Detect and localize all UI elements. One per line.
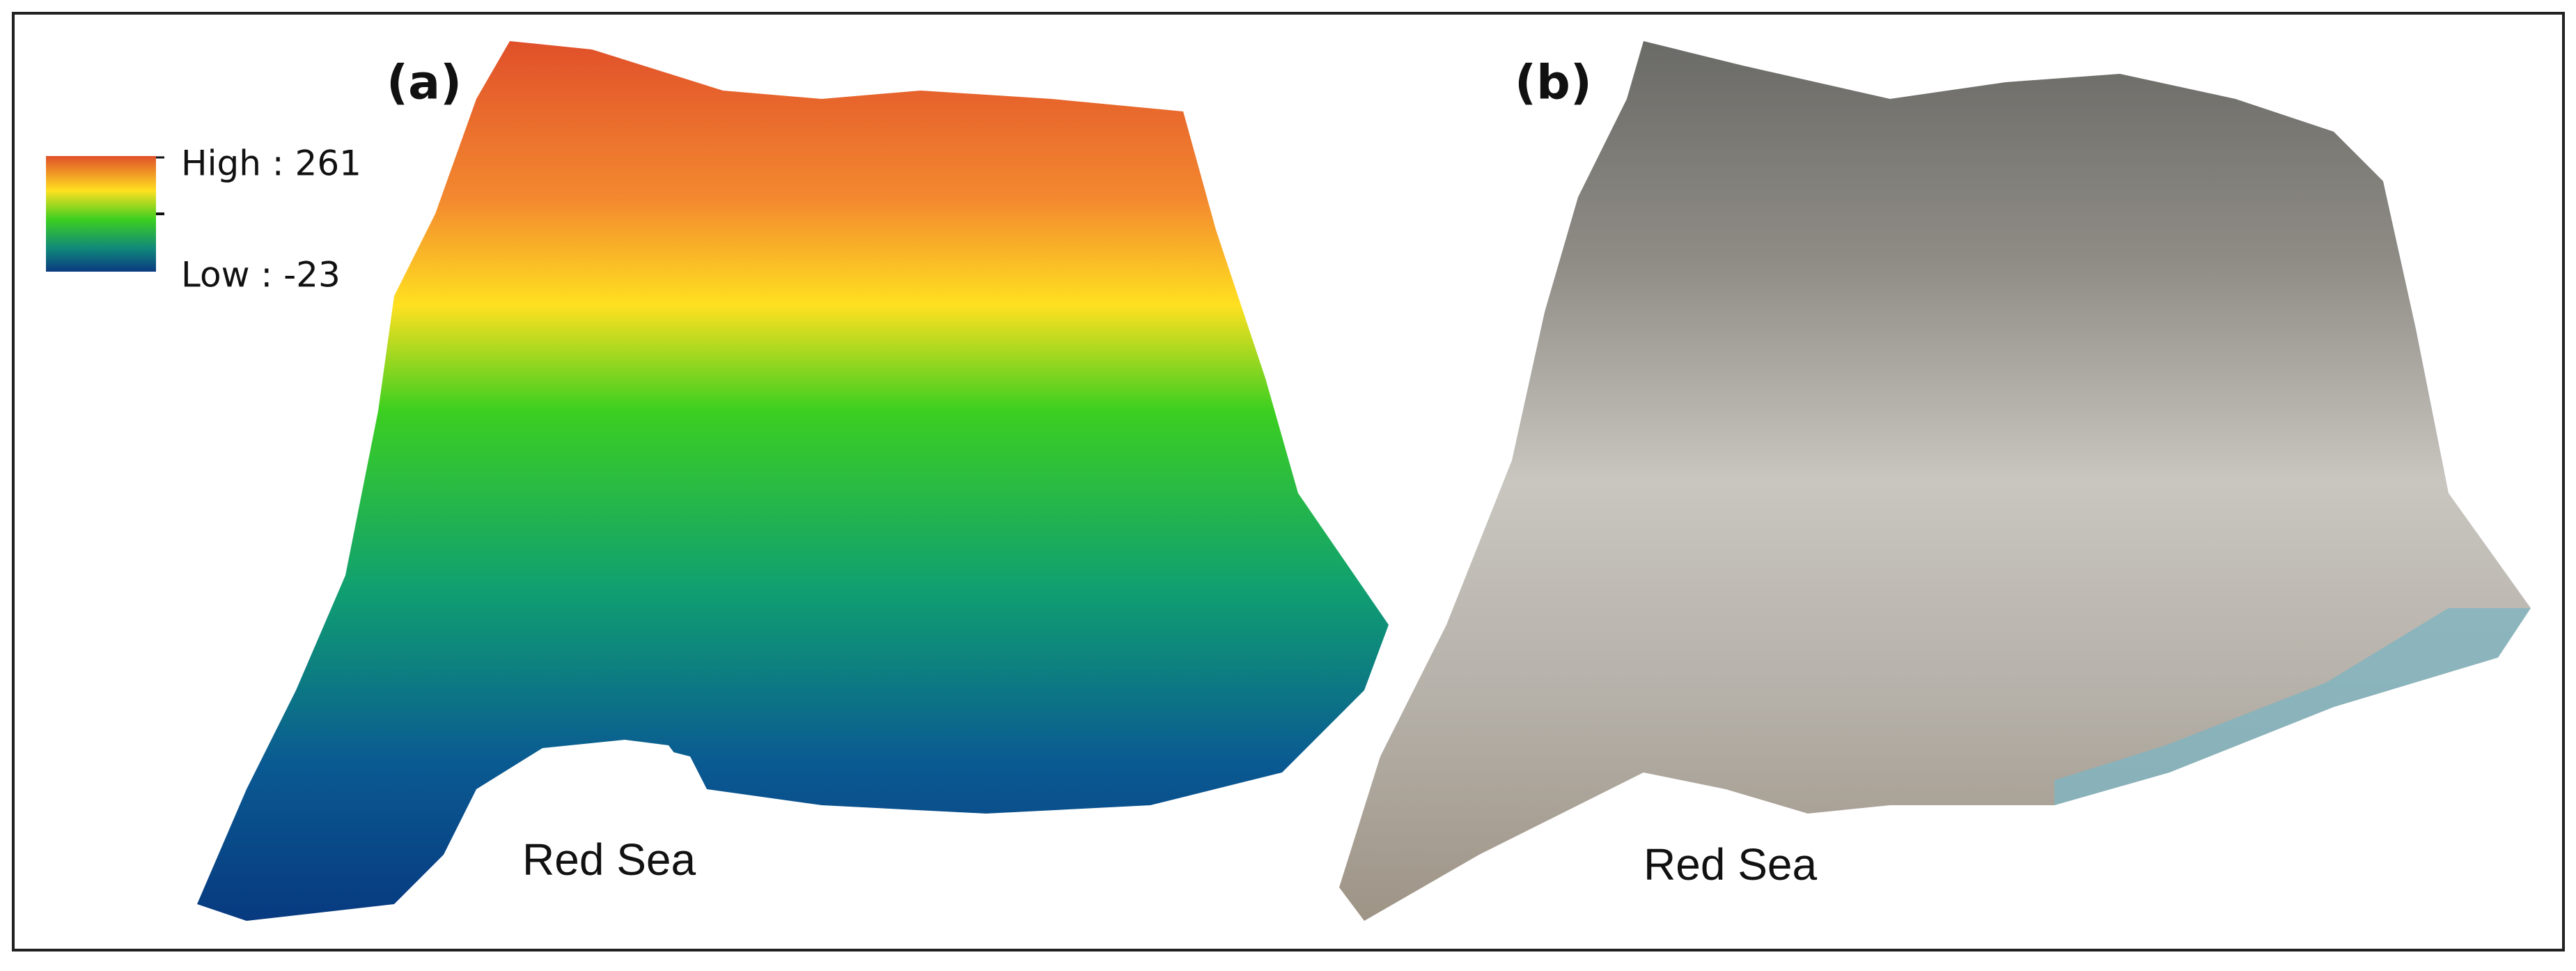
panel-label: (b)	[1515, 56, 1592, 111]
sea-caption: Red Sea	[1644, 839, 1817, 890]
legend-low: Low : -23	[181, 255, 341, 295]
sea-inlet	[620, 740, 707, 808]
panel-label: (a)	[387, 56, 462, 111]
coastline	[2054, 608, 2531, 805]
frame	[12, 12, 2565, 951]
sea-caption: Red Sea	[522, 834, 696, 885]
legend-colorbar	[46, 156, 156, 272]
legend-high: High : 261	[181, 143, 361, 184]
dem-terrain	[197, 41, 1389, 921]
satellite-terrain	[1339, 41, 2531, 921]
